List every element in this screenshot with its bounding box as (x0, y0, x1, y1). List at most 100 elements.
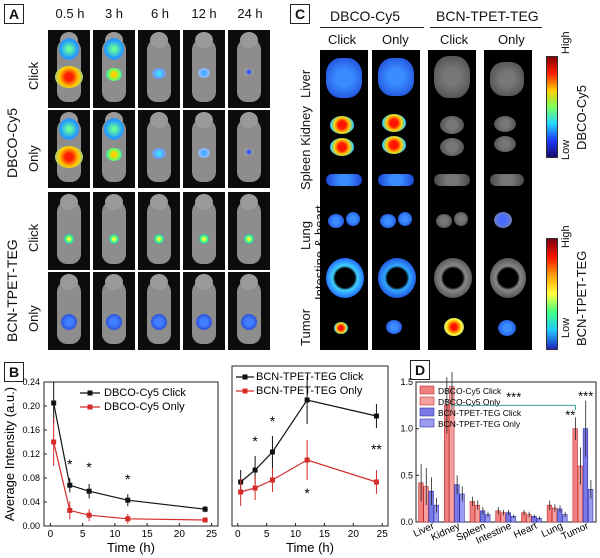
mouse-body (57, 200, 81, 264)
mouse-image-r0-c3 (183, 30, 225, 108)
time-label-1: 3 h (104, 6, 124, 21)
mouse-body (102, 200, 126, 264)
mouse-body (147, 280, 171, 344)
kidney-organ (494, 136, 516, 152)
time-label-0: 0.5 h (55, 6, 85, 21)
mouse-image-r2-c3 (183, 192, 225, 270)
x-tick-label: 20 (348, 529, 360, 540)
data-point (86, 488, 92, 494)
mouse-image-r0-c4 (228, 30, 270, 108)
kidney-organ (330, 138, 354, 156)
legend-swatch (419, 418, 435, 428)
intestine-organ (378, 258, 416, 298)
time-label-3: 12 h (191, 6, 217, 21)
mouse-image-r2-c0 (48, 192, 90, 270)
y-tick-label: 0.00 (22, 521, 40, 531)
time-label-2: 6 h (150, 6, 170, 21)
legend-label: DBCO-Cy5 Only (104, 401, 185, 413)
chart-bcn-line: 0 5 10 15 20 25 Time (h) BCN-TPET-TEG Click BCN-… (231, 365, 389, 555)
kidney-organ (330, 116, 354, 134)
mouse-head (105, 194, 123, 210)
fluorescence-signal (198, 148, 210, 158)
kidney-organ (440, 138, 464, 156)
tumor-organ (386, 320, 402, 334)
mouse-head (240, 274, 258, 290)
x-tick-label: 5 (264, 529, 270, 540)
y-tick-label: 0.12 (22, 449, 40, 459)
legend-marker (242, 388, 248, 394)
organ-column-3 (484, 50, 532, 350)
tumor-signal (61, 314, 77, 330)
spleen-organ (378, 174, 414, 186)
organ-label-spleen-kidney: Spleen Kidney (298, 106, 313, 190)
chart-organ-bars: 0.00.51.01.5LiverKidneySpleenIntestineHe… (400, 372, 597, 547)
data-point (269, 449, 275, 455)
x-tick-label: 25 (206, 529, 218, 540)
mouse-image-r3-c4 (228, 272, 270, 350)
x-tick-label: 10 (290, 529, 302, 540)
y-tick-label: 0.08 (22, 473, 40, 483)
mouse-body (192, 200, 216, 264)
legend-marker (87, 404, 93, 410)
liver-organ (490, 62, 524, 96)
lung-organ (398, 212, 412, 226)
mouse-body (192, 280, 216, 344)
mouse-head (150, 112, 168, 128)
fluorescence-signal (106, 148, 122, 161)
data-point (202, 506, 208, 512)
mouse-head (195, 112, 213, 128)
mouse-head (195, 194, 213, 210)
organ-label-lung: Lung (298, 221, 313, 250)
organ-label-tumor: Tumor (298, 308, 313, 346)
significance-star: * (67, 456, 73, 472)
significance-star: * (86, 459, 92, 475)
series-line-0 (240, 399, 377, 483)
panel-letter-d: D (410, 360, 430, 380)
y-tick-label: 1.5 (400, 377, 413, 387)
mouse-image-r1-c3 (183, 110, 225, 188)
x-tick-label: 5 (80, 529, 86, 540)
series-line-0 (53, 402, 206, 510)
panel-c-col-label-2: Click (440, 32, 469, 47)
fluorescence-signal-upper (104, 118, 124, 140)
fluorescence-signal (152, 148, 166, 160)
mouse-image-r3-c1 (93, 272, 135, 350)
row-label-dbco-only: Only (26, 145, 41, 172)
tumor-signal (241, 314, 257, 330)
x-tick-label: 0 (235, 529, 241, 540)
tumor-signal (244, 234, 254, 244)
mouse-image-r2-c1 (93, 192, 135, 270)
panel-c-group-bcn: BCN-TPET-TEG (436, 8, 539, 24)
tumor-organ (498, 320, 516, 336)
x-tick-label: 0 (48, 529, 54, 540)
data-point (269, 477, 275, 483)
organ-column-0 (320, 50, 368, 350)
mouse-image-r1-c1 (93, 110, 135, 188)
colorscale-2-low: Low (560, 317, 572, 338)
data-point (51, 439, 57, 445)
x-tick-label: 10 (109, 529, 121, 540)
legend-label: DBCO-Cy5 Only (438, 397, 501, 407)
lung-organ (380, 214, 396, 228)
data-point (252, 485, 258, 491)
mouse-body (102, 280, 126, 344)
data-point (51, 400, 57, 406)
legend-swatch (419, 385, 435, 395)
mouse-head (240, 194, 258, 210)
fluorescence-signal (152, 68, 166, 80)
legend-label: DBCO-Cy5 Click (438, 386, 502, 396)
x-tick-label: 15 (142, 529, 154, 540)
lung-organ (328, 214, 344, 228)
mouse-head (150, 32, 168, 48)
lung-organ (346, 212, 360, 226)
mouse-body (147, 200, 171, 264)
kidney-organ (382, 114, 406, 132)
organ-column-1 (372, 50, 420, 350)
data-point (125, 516, 131, 522)
panel-letter-b: B (4, 362, 24, 382)
legend-swatch (419, 407, 435, 417)
category-label: Tumor (560, 520, 591, 542)
significance-star: * (270, 413, 276, 429)
x-tick-label: 20 (174, 529, 186, 540)
bar (572, 428, 578, 523)
